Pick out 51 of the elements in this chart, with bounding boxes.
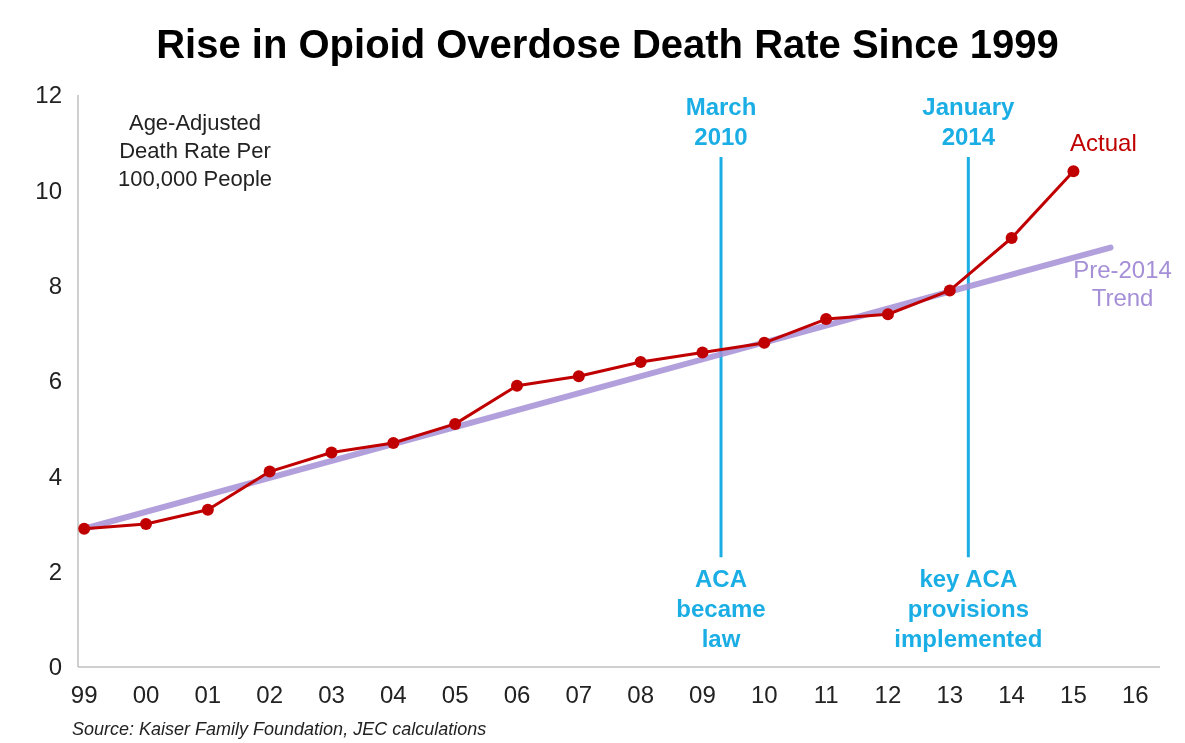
point xyxy=(820,313,833,326)
x-tick-label: 05 xyxy=(441,681,469,708)
x-tick-label: 15 xyxy=(1060,681,1087,708)
y-tick-label: 0 xyxy=(48,653,62,681)
point xyxy=(78,522,91,535)
series-label: Pre-2014 Trend xyxy=(1073,255,1172,311)
point xyxy=(325,446,338,459)
annotation: ACA became law xyxy=(676,565,766,652)
point xyxy=(634,355,647,368)
ref-line-label: March 2010 xyxy=(685,93,757,150)
chart-title: Rise in Opioid Overdose Death Rate Since 1999 xyxy=(156,22,1059,66)
x-tick-label: 04 xyxy=(379,681,407,708)
x-tick-label: 12 xyxy=(874,681,902,708)
x-tick-label: 00 xyxy=(132,681,160,708)
x-tick-label: 13 xyxy=(936,681,964,708)
y-axis-title: Age-Adjusted Death Rate Per 100,000 People xyxy=(117,110,273,191)
point xyxy=(696,346,709,359)
x-tick-label: 09 xyxy=(689,681,716,708)
y-tick-label: 12 xyxy=(35,81,62,109)
series-label: Actual xyxy=(1070,129,1137,157)
ref-line-label: January 2014 xyxy=(922,93,1015,150)
point xyxy=(387,436,400,449)
x-tick-label: 02 xyxy=(256,681,284,708)
x-tick-label: 06 xyxy=(503,681,531,708)
y-tick-label: 4 xyxy=(48,462,62,490)
x-tick-label: 01 xyxy=(194,681,222,708)
x-tick-label: 14 xyxy=(998,681,1025,708)
point xyxy=(201,503,214,516)
x-tick-label: 03 xyxy=(318,681,345,708)
point xyxy=(1067,165,1080,178)
point xyxy=(881,308,894,321)
annotation: key ACA provisions implemented xyxy=(894,565,1043,652)
x-tick-label: 11 xyxy=(813,681,839,708)
point xyxy=(263,465,276,478)
x-tick-label: 16 xyxy=(1121,681,1149,708)
y-tick-label: 2 xyxy=(48,558,62,586)
y-tick-label: 10 xyxy=(35,176,62,204)
x-tick-label: 08 xyxy=(627,681,654,708)
x-tick-label: 99 xyxy=(70,681,98,708)
y-tick-label: 6 xyxy=(48,367,62,395)
point xyxy=(758,336,771,349)
x-tick-label: 10 xyxy=(750,681,778,708)
point xyxy=(1005,232,1018,244)
point xyxy=(572,370,585,383)
source-note: Source: Kaiser Family Foundation, JEC calculations xyxy=(72,719,487,739)
point xyxy=(140,518,153,530)
point xyxy=(510,379,523,392)
y-tick-label: 8 xyxy=(48,272,62,300)
point xyxy=(943,284,956,297)
point xyxy=(449,417,462,430)
x-tick-label: 07 xyxy=(565,681,593,708)
